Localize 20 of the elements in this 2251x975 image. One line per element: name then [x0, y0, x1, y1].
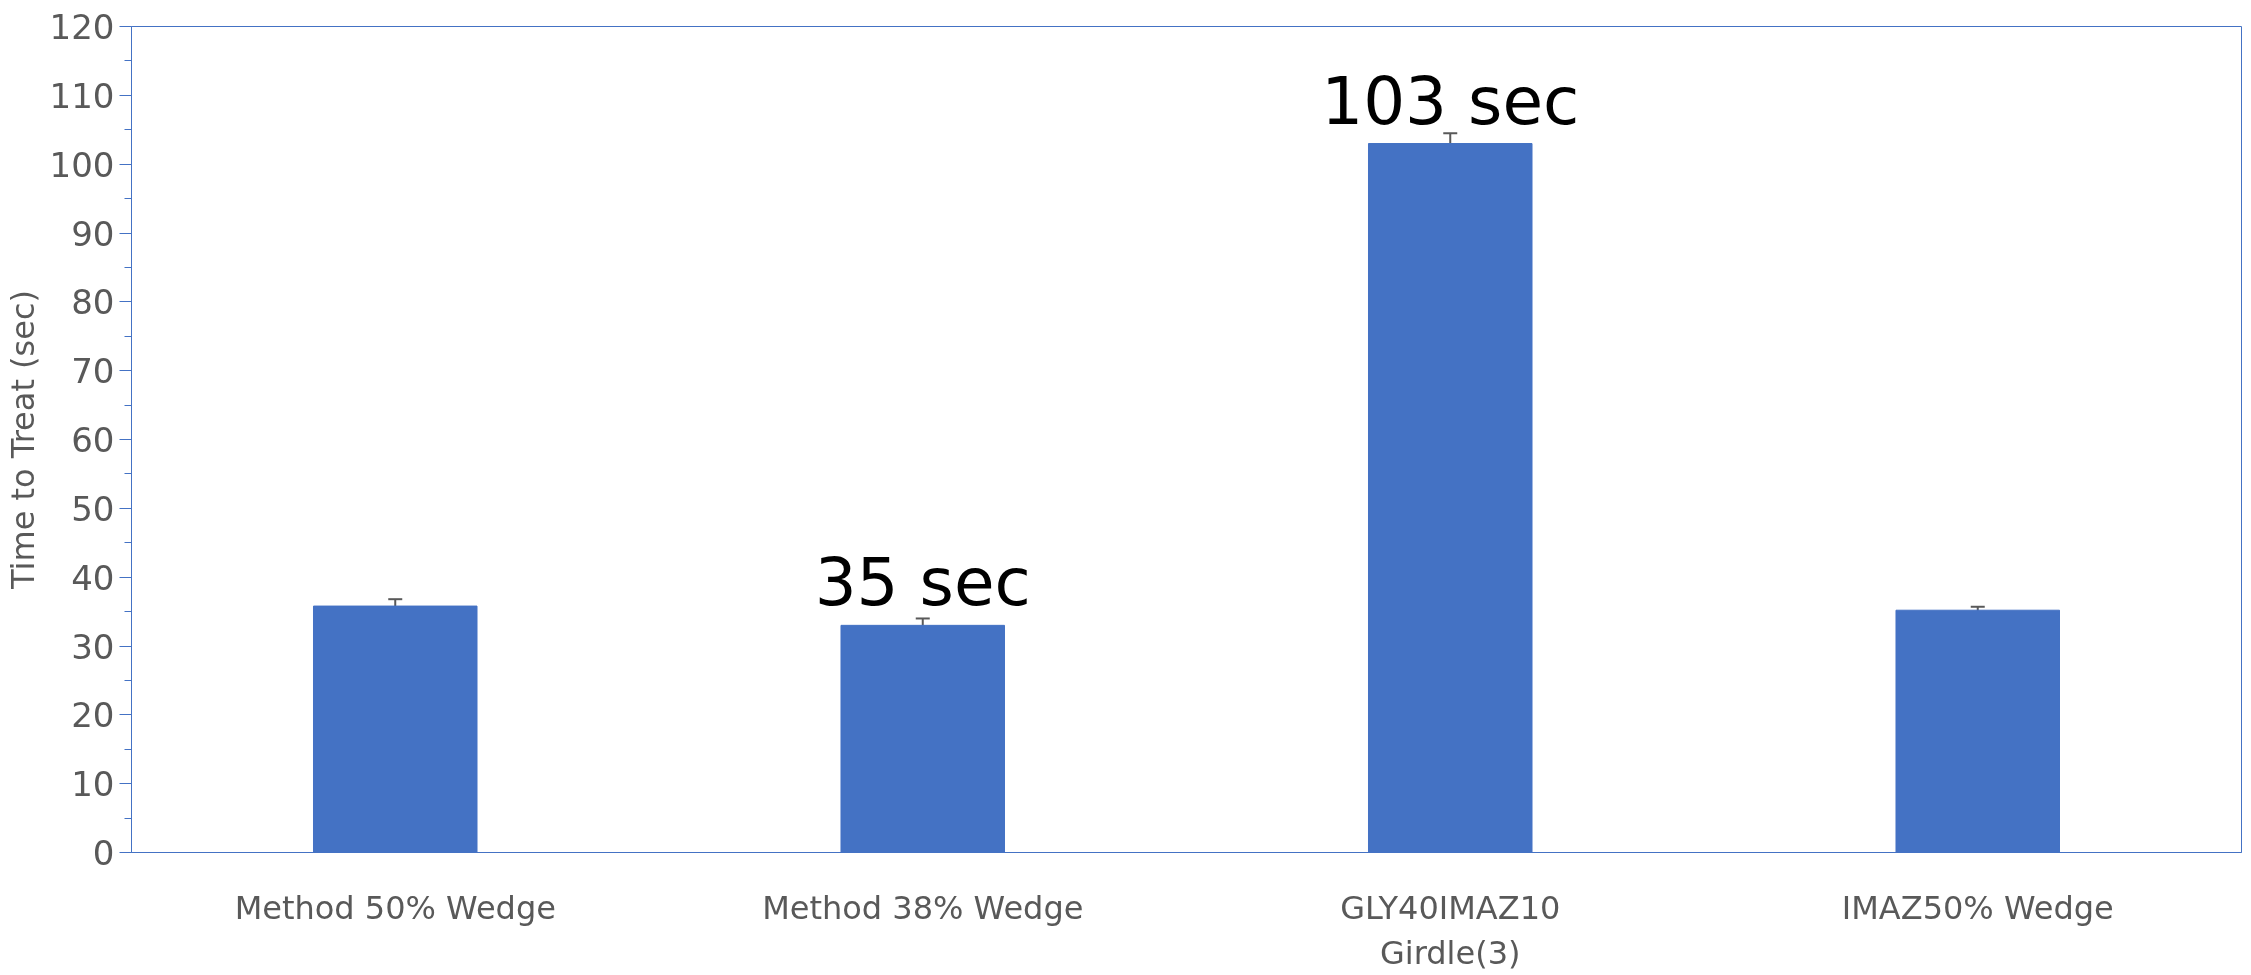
y-tick-label: 80	[71, 282, 115, 323]
annotation: 103 sec	[1321, 62, 1580, 140]
x-tick-label: Method 50% Wedge	[234, 888, 556, 927]
y-tick-label: 110	[49, 75, 115, 116]
y-tick-label: 0	[92, 833, 115, 873]
y-tick-label: 30	[71, 626, 115, 667]
y-tick-label: 50	[71, 488, 115, 529]
y-tick-label: 60	[71, 420, 115, 460]
y-tick-label: 40	[71, 557, 115, 598]
x-tick-label: Method 38% Wedge	[762, 888, 1084, 927]
y-axis-title: Time to Treat (sec)	[3, 289, 42, 591]
x-tick-label: IMAZ50% Wedge	[1841, 888, 2114, 927]
y-tick-label: 10	[71, 764, 115, 805]
y-tick-label: 100	[49, 144, 115, 185]
y-tick-label: 20	[71, 695, 115, 736]
annotation: 35 sec	[814, 544, 1031, 622]
y-tick-label: 120	[49, 7, 115, 47]
y-tick-label: 90	[71, 213, 115, 254]
x-tick-label: GLY40IMAZ10 Girdle(3)	[1340, 888, 1561, 973]
y-tick-label: 70	[71, 351, 115, 392]
